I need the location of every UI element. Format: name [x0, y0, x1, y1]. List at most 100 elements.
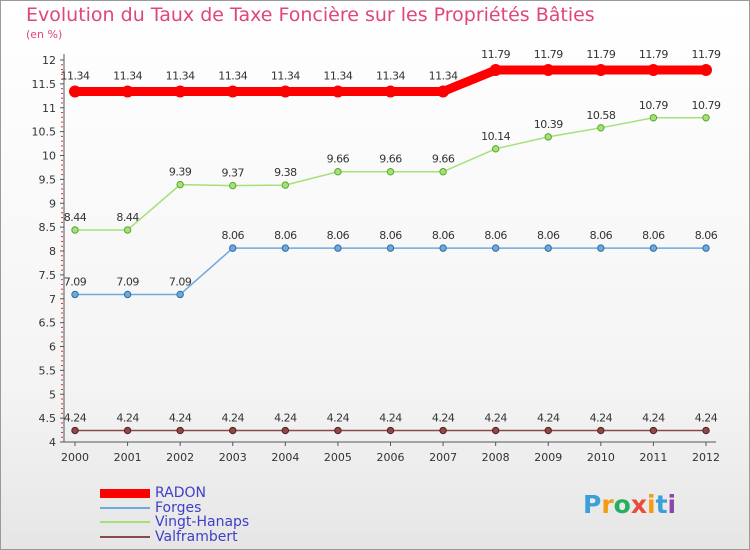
- y-tick-label: 10: [42, 150, 56, 163]
- legend-label: RADON: [155, 485, 207, 501]
- data-label-radon: 11.34: [376, 70, 405, 83]
- data-point-radon: [542, 64, 555, 77]
- data-label-valframbert: 4.24: [222, 412, 245, 425]
- y-minor-tick: [61, 231, 63, 233]
- legend-swatch: [100, 535, 150, 538]
- data-point-forges: [334, 244, 342, 252]
- data-label-vingt-hanaps: 9.38: [274, 166, 297, 179]
- data-label-forges: 8.06: [642, 229, 665, 242]
- y-minor-tick: [61, 88, 63, 90]
- data-point-vingt-hanaps: [386, 168, 395, 176]
- y-minor-tick: [61, 374, 63, 376]
- y-tick-label: 5.5: [39, 364, 57, 377]
- y-tick-label: 7: [49, 293, 56, 306]
- y-tick-label: 12: [42, 54, 56, 67]
- x-tick-label: 2005: [324, 451, 352, 464]
- x-tick-label: 2009: [534, 451, 562, 464]
- x-tick-label: 2003: [219, 451, 247, 464]
- data-label-valframbert: 4.24: [537, 412, 560, 425]
- data-point-radon: [69, 85, 81, 98]
- data-point-radon: [700, 64, 712, 77]
- y-minor-tick: [61, 260, 63, 262]
- data-point-forges: [176, 290, 184, 299]
- y-minor-tick: [61, 183, 63, 185]
- data-point-valframbert: [71, 426, 79, 435]
- data-label-forges: 8.06: [484, 229, 507, 242]
- data-label-forges: 8.06: [327, 229, 350, 242]
- y-minor-tick: [61, 360, 63, 362]
- y-tick-label: 6.5: [39, 317, 57, 330]
- y-minor-tick: [61, 408, 63, 410]
- data-point-vingt-hanaps: [176, 180, 184, 189]
- data-label-vingt-hanaps: 10.39: [534, 118, 563, 131]
- y-minor-tick: [61, 326, 63, 328]
- y-minor-tick: [61, 350, 63, 352]
- y-minor-tick: [61, 221, 63, 223]
- data-label-vingt-hanaps: 10.14: [481, 130, 510, 143]
- data-label-radon: 11.34: [61, 70, 90, 83]
- logo-letter: t: [655, 490, 668, 519]
- data-point-valframbert: [702, 426, 710, 435]
- data-point-forges: [123, 290, 132, 299]
- y-tick-label: 10.5: [32, 126, 57, 139]
- data-label-forges: 8.06: [537, 229, 560, 242]
- data-point-vingt-hanaps: [123, 226, 132, 234]
- data-point-valframbert: [386, 426, 395, 435]
- y-minor-tick: [61, 116, 63, 118]
- y-tick-label: 4: [49, 436, 56, 449]
- data-point-vingt-hanaps: [702, 114, 710, 122]
- y-minor-tick: [61, 436, 63, 438]
- data-point-forges: [491, 244, 500, 252]
- x-tick-label: 2007: [429, 451, 457, 464]
- y-minor-tick: [61, 403, 63, 405]
- chart-title: Evolution du Taux de Taxe Foncière sur l…: [26, 4, 595, 26]
- legend-label: Forges: [155, 499, 202, 516]
- data-label-vingt-hanaps: 10.58: [586, 109, 615, 122]
- y-minor-tick: [61, 255, 63, 257]
- data-label-forges: 8.06: [379, 229, 402, 242]
- data-label-vingt-hanaps: 9.66: [327, 153, 350, 166]
- y-minor-tick: [61, 269, 63, 271]
- data-point-valframbert: [491, 426, 500, 435]
- data-label-vingt-hanaps: 9.39: [169, 166, 192, 179]
- y-minor-tick: [61, 236, 63, 238]
- data-label-valframbert: 4.24: [695, 412, 718, 425]
- y-minor-tick: [61, 102, 63, 104]
- data-point-radon: [279, 85, 292, 98]
- data-point-valframbert: [123, 426, 132, 435]
- data-label-vingt-hanaps: 8.44: [64, 211, 87, 224]
- logo-letter: i: [647, 490, 656, 519]
- data-label-radon: 11.34: [218, 70, 247, 83]
- data-label-vingt-hanaps: 9.37: [222, 167, 245, 180]
- data-point-valframbert: [649, 426, 658, 435]
- y-minor-tick: [61, 121, 63, 123]
- data-label-forges: 8.06: [695, 229, 718, 242]
- data-point-valframbert: [334, 426, 342, 435]
- chart-subtitle: (en %): [26, 28, 63, 41]
- x-tick-label: 2006: [377, 451, 405, 464]
- data-point-radon: [437, 85, 450, 98]
- y-tick-label: 8: [49, 245, 56, 258]
- legend-label: Valframbert: [155, 528, 238, 545]
- data-label-radon: 11.79: [639, 48, 668, 61]
- x-tick-label: 2008: [482, 451, 510, 464]
- data-label-vingt-hanaps: 9.66: [379, 153, 402, 166]
- data-label-forges: 8.06: [590, 229, 613, 242]
- data-label-radon: 11.79: [692, 48, 721, 61]
- data-point-radon: [384, 85, 397, 98]
- data-label-vingt-hanaps: 8.44: [116, 211, 139, 224]
- data-point-vingt-hanaps: [229, 181, 237, 190]
- data-point-forges: [649, 244, 658, 252]
- y-minor-tick: [61, 112, 63, 114]
- data-point-radon: [226, 85, 239, 98]
- y-minor-tick: [61, 64, 63, 66]
- data-label-forges: 7.09: [116, 275, 139, 288]
- y-minor-tick: [61, 307, 63, 309]
- y-minor-tick: [61, 303, 63, 305]
- y-minor-tick: [61, 398, 63, 400]
- y-minor-tick: [61, 422, 63, 424]
- data-label-valframbert: 4.24: [590, 412, 613, 425]
- y-minor-tick: [61, 97, 63, 99]
- y-minor-tick: [61, 69, 63, 71]
